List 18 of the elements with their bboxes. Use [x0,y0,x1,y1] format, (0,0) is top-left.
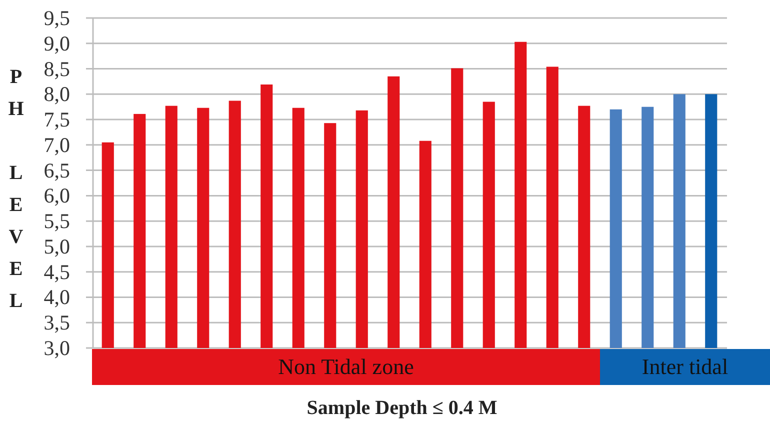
y-tick-label: 6,5 [44,158,70,182]
y-tick-label: 9,0 [44,31,70,56]
y-tick-label: 8,5 [44,56,70,81]
y-tick-label: 3,0 [44,336,70,360]
series-label: Non Tidal zone [278,354,414,379]
series-label: Inter tidal [642,354,728,379]
y-tick-label: 8,0 [44,82,70,106]
y-tick-label: 3,5 [44,310,70,335]
y-tick-label: 7,0 [44,132,70,157]
y-tick-label: 5,0 [44,234,70,258]
y-tick-label: 7,5 [44,108,70,132]
y-tick-label: 4,5 [44,260,70,284]
y-tick-label: 6,0 [44,184,70,208]
y-axis-title: PH LEVEL [5,66,27,322]
y-tick-label: 5,5 [44,209,70,234]
y-tick-label: 4,0 [44,285,70,310]
y-tick-label: 9,5 [44,6,70,30]
x-axis-title: Sample Depth ≤ 0.4 M [306,397,498,419]
